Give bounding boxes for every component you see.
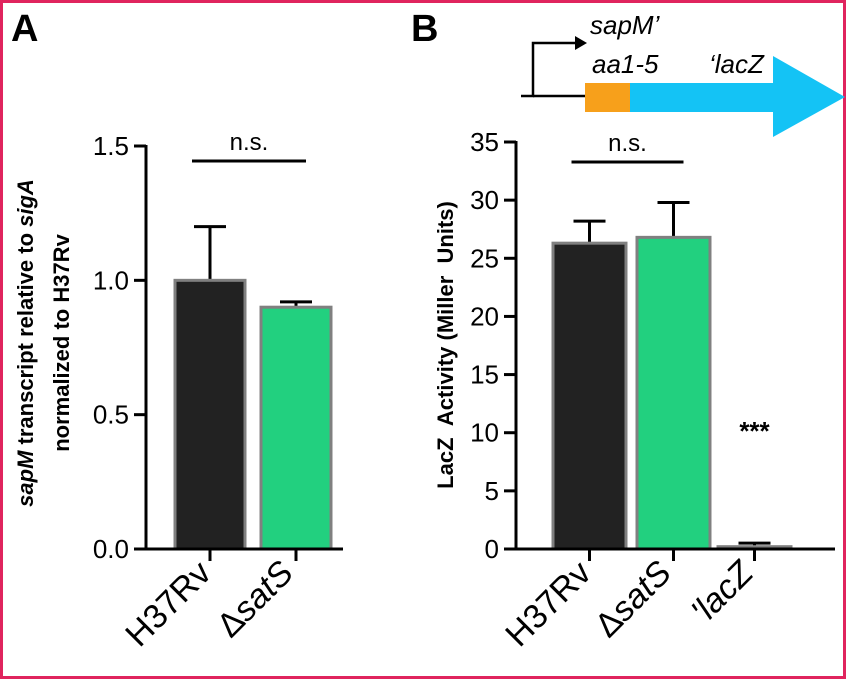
x-tick-label-text: 'lacZ — [684, 553, 762, 631]
bar-1 — [551, 241, 628, 551]
y-tick-label: 5 — [485, 476, 499, 506]
x-tick-label: H37Rv — [498, 554, 598, 654]
x-tick-label: H37Rv — [118, 554, 218, 654]
y-axis-label-part: transcript relative to — [13, 227, 38, 451]
aa1-5-label: aa1-5 — [592, 49, 659, 79]
x-tick-label-text: H37Rv — [118, 554, 218, 654]
y-tick-label: 20 — [470, 301, 499, 331]
y-tick-label: 25 — [470, 243, 499, 273]
figure-canvas: A B sapM’ aa1-5 ‘lacZ 0.00.51.01.5H37RvΔ… — [11, 8, 845, 654]
y-axis-label: sapM transcript relative to sigA — [13, 179, 38, 507]
panel-label-a: A — [11, 8, 38, 50]
y-tick-label: 1.5 — [93, 131, 129, 161]
promoter-arrowhead — [575, 36, 587, 50]
panel-label-b: B — [411, 8, 438, 50]
y-tick-label: 10 — [470, 418, 499, 448]
x-tick-label: 'lacZ — [684, 553, 762, 631]
lacz-reporter-label: ‘lacZ — [709, 49, 765, 79]
x-tick-label-text: H37Rv — [498, 554, 598, 654]
construct-diagram: sapM’ aa1-5 ‘lacZ — [521, 10, 845, 137]
y-axis-label-part: sapM — [13, 450, 38, 507]
y-tick-label: 0 — [485, 534, 499, 564]
bar-1 — [173, 278, 247, 551]
y-tick-label: 15 — [470, 360, 499, 390]
bar-2 — [259, 305, 333, 551]
promoter-arrow-line — [521, 41, 575, 98]
y-axis-label: LacZ Activity (Miller Units) — [433, 201, 458, 489]
y-tick-label: 0.5 — [93, 400, 129, 430]
x-tick-label: ΔsatS — [588, 554, 679, 645]
y-tick-label: 35 — [470, 127, 499, 157]
sapm-gene-label: sapM’ — [590, 10, 661, 40]
lacz-reporter-arrow — [630, 56, 845, 137]
significance-stars: *** — [739, 416, 770, 446]
y-axis-label-part: sigA — [13, 179, 38, 227]
x-tick-label: ΔsatS — [210, 554, 301, 645]
sapm-aa1-5-segment — [585, 83, 631, 112]
y-tick-label: 0.0 — [93, 534, 129, 564]
y-axis-label-line2: normalized to H37Rv — [49, 233, 74, 451]
y-tick-label: 30 — [470, 185, 499, 215]
bar-2 — [635, 235, 712, 551]
significance-label: n.s. — [608, 130, 647, 157]
significance-label: n.s. — [230, 129, 269, 156]
y-tick-label: 1.0 — [93, 265, 129, 295]
